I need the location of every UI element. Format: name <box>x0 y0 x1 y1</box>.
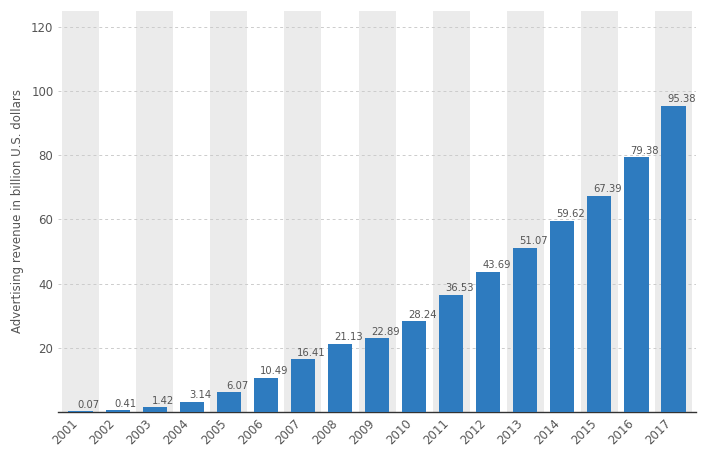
Bar <box>254 378 278 412</box>
Text: 59.62: 59.62 <box>556 209 585 219</box>
Bar <box>62 11 99 412</box>
Bar <box>476 272 501 412</box>
Text: 79.38: 79.38 <box>630 146 659 156</box>
Bar <box>365 338 389 412</box>
Text: 6.07: 6.07 <box>225 381 248 391</box>
Text: 1.42: 1.42 <box>152 396 174 405</box>
Text: 43.69: 43.69 <box>482 260 510 270</box>
Bar <box>550 221 574 412</box>
Bar <box>587 196 611 412</box>
Bar <box>217 392 241 412</box>
Bar <box>402 321 426 412</box>
Text: 67.39: 67.39 <box>593 184 622 194</box>
Bar <box>291 359 315 412</box>
Y-axis label: Advertising revenue in billion U.S. dollars: Advertising revenue in billion U.S. doll… <box>11 89 24 333</box>
Bar <box>136 11 173 412</box>
Text: 10.49: 10.49 <box>259 366 289 376</box>
Text: 95.38: 95.38 <box>667 94 696 104</box>
Bar <box>507 11 544 412</box>
Text: 21.13: 21.13 <box>334 333 362 343</box>
Bar <box>143 407 167 412</box>
Text: 28.24: 28.24 <box>408 310 437 320</box>
Text: 36.53: 36.53 <box>445 283 474 293</box>
Bar <box>359 11 396 412</box>
Bar <box>179 402 203 412</box>
Bar <box>106 410 130 412</box>
Text: 0.07: 0.07 <box>77 400 100 410</box>
Bar <box>661 106 686 412</box>
Text: 0.41: 0.41 <box>115 399 137 409</box>
Bar <box>581 11 618 412</box>
Bar <box>439 294 463 412</box>
Text: 22.89: 22.89 <box>371 327 399 337</box>
Bar <box>328 344 352 412</box>
Text: 51.07: 51.07 <box>519 236 548 246</box>
Bar <box>432 11 469 412</box>
Bar <box>284 11 321 412</box>
Text: 16.41: 16.41 <box>297 348 325 358</box>
Text: 3.14: 3.14 <box>189 390 211 400</box>
Bar <box>211 11 247 412</box>
Bar <box>625 157 649 412</box>
Bar <box>513 248 537 412</box>
Bar <box>655 11 692 412</box>
